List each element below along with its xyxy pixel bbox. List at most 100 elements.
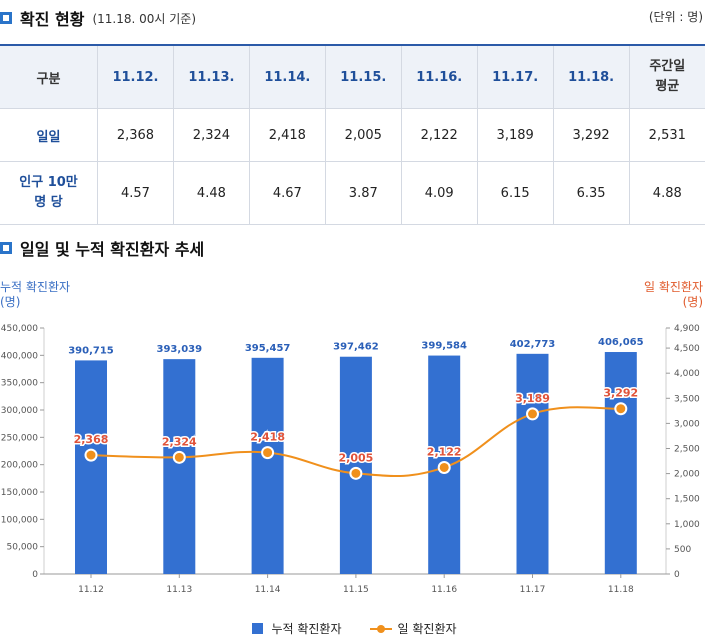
line-point [614, 402, 628, 416]
chart-title: 일일 및 누적 확진환자 추세 [20, 240, 205, 259]
table-row: 일일 2,368 2,324 2,418 2,005 2,122 3,189 3… [0, 108, 705, 162]
chart-legend: 누적 확진환자 일 확진환자 [0, 620, 709, 637]
line-value-label: 2,005 [339, 451, 374, 464]
table-row: 인구 10만 명 당 4.57 4.48 4.67 3.87 4.09 6.15… [0, 161, 705, 225]
left-tick-label: 250,000 [1, 433, 38, 443]
left-tick-label: 150,000 [1, 488, 38, 498]
section-header-status: 확진 현황 (11.18. 00시 기준) [0, 6, 196, 30]
right-tick-label: 3,000 [674, 419, 700, 429]
x-tick-label: 11.13 [166, 585, 192, 595]
legend-line-swatch [369, 623, 392, 634]
x-tick-label: 11.16 [431, 585, 457, 595]
right-tick-label: 1,500 [674, 495, 700, 505]
legend-label: 누적 확진환자 [271, 622, 342, 636]
left-tick-label: 350,000 [1, 379, 38, 389]
table-header-cell: 11.15. [324, 45, 402, 109]
left-tick-label: 50,000 [7, 543, 39, 553]
bar-value-label: 397,462 [333, 342, 379, 353]
bar-value-label: 399,584 [421, 341, 467, 352]
right-tick-label: 2,000 [674, 470, 700, 480]
table-header-cell: 주간일 평균 [628, 45, 705, 109]
left-tick-label: 450,000 [1, 324, 38, 334]
line-value-label: 2,368 [74, 433, 109, 446]
table-cell: 2,418 [248, 108, 326, 162]
legend-label: 일 확진환자 [397, 622, 457, 636]
table-cell: 2,122 [400, 108, 478, 162]
table-header-cell: 11.14. [248, 45, 326, 109]
x-tick-label: 11.15 [343, 585, 369, 595]
table-header-cell: 11.17. [476, 45, 554, 109]
table-cell: 2,324 [172, 108, 250, 162]
table-header-cell: 구분 [0, 45, 98, 109]
right-axis-title: 일 확진환자 (명) [643, 280, 703, 309]
line-point [84, 448, 98, 462]
right-tick-label: 0 [674, 570, 680, 580]
bar [75, 360, 107, 574]
bar-value-label: 395,457 [245, 343, 291, 354]
table-cell: 6.35 [552, 161, 630, 225]
table-header-cell: 11.13. [172, 45, 250, 109]
right-tick-label: 1,000 [674, 520, 700, 530]
table-cell: 3.87 [324, 161, 402, 225]
bar-value-label: 390,715 [68, 345, 114, 356]
left-tick-label: 400,000 [1, 351, 38, 361]
table-header-cell: 11.12. [97, 45, 174, 109]
table-cell: 2,368 [97, 108, 174, 162]
table-header-cell: 11.16. [400, 45, 478, 109]
section-header-trend: 일일 및 누적 확진환자 추세 [0, 236, 204, 260]
table-cell: 4.09 [400, 161, 478, 225]
left-axis-title: 누적 확진환자 (명) [0, 280, 71, 309]
table-cell: 4.57 [97, 161, 174, 225]
bar [339, 356, 372, 574]
section-subtitle: (11.18. 00시 기준) [92, 11, 197, 26]
bar [516, 353, 549, 574]
left-tick-label: 0 [32, 570, 38, 580]
table-cell: 2,531 [628, 108, 705, 162]
right-tick-label: 3,500 [674, 394, 700, 404]
section-square-icon [0, 242, 12, 254]
trend-chart: 0 50,000 100,000 150,000 200,000 250,000 300,0… [1, 324, 700, 595]
x-tick-label: 11.14 [255, 585, 281, 595]
legend-item-cumulative: 누적 확진환자 [252, 620, 342, 637]
bar [604, 352, 637, 574]
right-tick-label: 4,500 [674, 344, 700, 354]
bar-value-label: 393,039 [157, 344, 203, 355]
table-cell: 3,292 [552, 108, 630, 162]
table-cell: 6.15 [476, 161, 554, 225]
section-square-icon [0, 12, 12, 24]
legend-item-daily: 일 확진환자 [369, 620, 457, 637]
table-cell: 4.48 [172, 161, 250, 225]
right-tick-label: 500 [674, 545, 691, 555]
section-title: 확진 현황 [20, 10, 85, 29]
table-cell: 4.88 [628, 161, 705, 225]
left-tick-label: 100,000 [1, 515, 38, 525]
status-table: 구분 11.12. 11.13. 11.14. 11.15. 11.16. 11… [0, 44, 705, 225]
line-point [437, 460, 451, 474]
table-cell: 3,189 [476, 108, 554, 162]
line-point [172, 450, 186, 464]
bar [163, 359, 196, 574]
line-value-label: 2,122 [427, 445, 462, 458]
bar-value-label: 406,065 [598, 337, 644, 348]
line-value-label: 3,189 [515, 392, 550, 405]
left-tick-label: 200,000 [1, 461, 38, 471]
line-point [349, 466, 363, 480]
table-header-cell: 11.18. [552, 45, 630, 109]
x-tick-label: 11.17 [520, 585, 546, 595]
line-value-label: 2,418 [250, 431, 285, 444]
row-label: 일일 [0, 108, 98, 162]
line-value-label: 2,324 [162, 435, 197, 448]
left-tick-label: 300,000 [1, 406, 38, 416]
right-tick-label: 2,500 [674, 444, 700, 454]
legend-bar-swatch [252, 623, 264, 634]
row-label: 인구 10만 명 당 [0, 161, 98, 225]
line-point [261, 446, 275, 460]
table-header-row: 구분 11.12. 11.13. 11.14. 11.15. 11.16. 11… [0, 45, 705, 109]
line-point [526, 407, 539, 421]
x-tick-label: 11.12 [78, 585, 104, 595]
right-tick-label: 4,000 [674, 369, 700, 379]
unit-label: (단위 : 명) [648, 10, 703, 24]
right-tick-label: 4,900 [674, 324, 700, 334]
bar-value-label: 402,773 [510, 339, 556, 350]
x-tick-label: 11.18 [608, 585, 634, 595]
